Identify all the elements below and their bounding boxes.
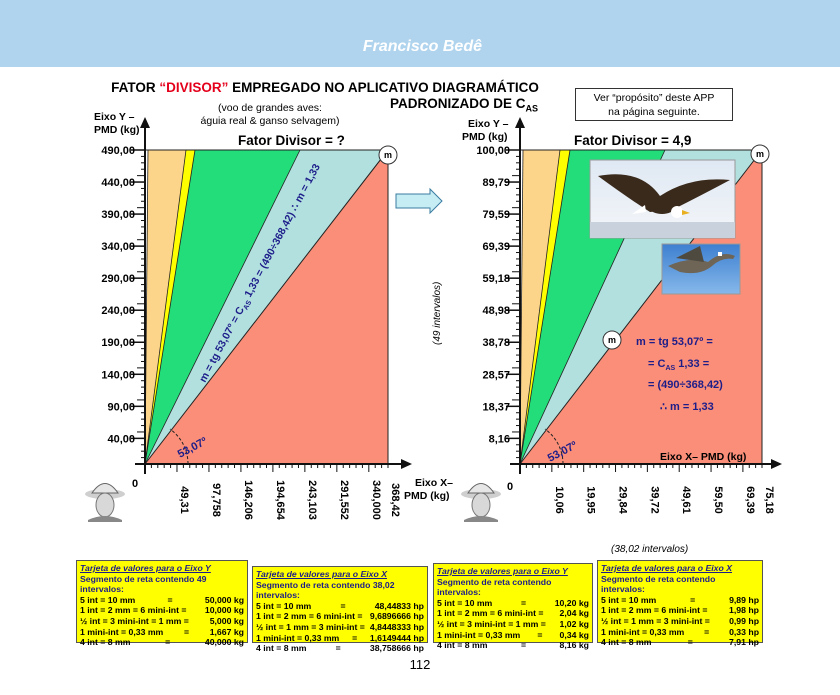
svg-text:= (490÷368,42): = (490÷368,42) [648,379,723,391]
right-x-tick-label: 10,06 [553,486,565,514]
left-x-tick-label: 97,758 [210,483,222,517]
svg-text:m: m [384,150,392,160]
avatar-right [461,483,501,522]
left-x-tick-label: 49,31 [178,486,190,514]
right-y-tick-label: 59,18 [482,273,510,285]
page-header: Francisco Bedê [0,0,840,67]
card-row: 4 int = 8 mm = 40,000 kg [80,637,244,648]
svg-text:m: m [756,149,764,159]
transition-arrow [395,187,443,215]
right-y-tick-label: 100,00 [476,145,510,157]
card-row: 1 mini-int = 0,33 mm = 0,33 hp [601,626,759,637]
note-box: Ver “propósito” deste APP na página segu… [575,88,733,121]
left-x-tick-label: 340,000 [370,480,382,520]
left-y-tick-label: 340,00 [101,241,135,253]
card-row: ½ int = 3 mini-int = 1 mm = 1,02 kg [437,618,589,629]
page-title: FATOR “DIVISOR” EMPREGADO NO APLICATIVO … [111,80,539,95]
subtitle: (voo de grandes aves: águia real & ganso… [200,102,340,127]
left-y-tick-label: 140,00 [101,369,135,381]
avatar-left [85,483,125,522]
left-m-badge [378,145,398,165]
card-right-y: Tarjeta de valores para o Eixo Y Segment… [433,563,593,650]
right-formula: m = tg 53,07º = = CAS 1,33 = = (490÷368,… [636,336,723,413]
right-x-tick-label: 19,95 [585,486,597,514]
right-y-tick-label: 48,98 [482,305,510,317]
card-row: 5 int = 10 mm = 10,20 kg [437,597,589,608]
right-y-tick-label: 38,78 [482,337,510,349]
right-y-axis-title: Eixo Y – [468,118,509,130]
left-x-tick-label: 146,206 [242,480,254,520]
svg-text:m: m [608,335,616,345]
right-x-tick-label: 39,72 [648,486,660,514]
svg-text:∴ m = 1,33: ∴ m = 1,33 [660,401,714,413]
left-chart [131,117,412,474]
card-left-x: Tarjeta de valores para o Eixo X Segment… [252,566,428,653]
left-origin: 0 [132,478,138,490]
title-highlight: “DIVISOR” [159,80,229,95]
page-number: 112 [409,657,431,672]
card-row: 4 int = 8 mm = 7,91 hp [601,637,759,648]
left-y-tick-label: 40,00 [107,433,135,445]
card-row: 1 mini-int = 0,33 mm = 1,667 kg [80,626,244,637]
card-row: 1 mini-int = 0,33 mm = 1,6149444 hp [256,632,424,643]
left-x-tick-label: 243,103 [306,480,318,520]
goose-photo [661,243,741,295]
eagle-photo [589,159,736,239]
left-y-tick-label: 490,00 [101,145,135,157]
left-y-tick-label: 440,00 [101,177,135,189]
card-row: 1 int = 2 mm = 6 mini-int = 10,000 kg [80,605,244,616]
right-y-tick-label: 89,79 [482,177,510,189]
card-row: 1 int = 2 mm = 6 mini-int = 1,98 hp [601,605,759,616]
card-row: 5 int = 10 mm = 48,44833 hp [256,600,424,611]
svg-text:PMD (kg): PMD (kg) [462,131,508,143]
card-row: 5 int = 10 mm = 9,89 hp [601,594,759,605]
right-m-badge [750,144,770,164]
left-y-axis-title: Eixo Y – [94,111,135,123]
left-x-tick-label: 291,552 [338,480,350,520]
right-x-tick-label: 29,84 [617,486,629,514]
right-x-tick-label: 49,61 [680,486,692,514]
left-y-tick-label: 390,00 [101,209,135,221]
right-x-tick-label: 75,18 [763,486,775,514]
card-row: 4 int = 8 mm = 38,758666 hp [256,643,424,654]
right-x-intervals: (38,02 intervalos) [611,544,688,555]
card-row: ½ int = 1 mm = 3 mini-int = 0,99 hp [601,615,759,626]
svg-text:= CAS 1,33 =: = CAS 1,33 = [648,358,709,372]
right-origin: 0 [507,481,513,493]
card-row: 1 mini-int = 0,33 mm = 0,34 kg [437,629,589,640]
title-line-2: PADRONIZADO DE CAS [390,96,539,114]
svg-text:PMD (kg): PMD (kg) [404,490,450,502]
card-row: 1 int = 2 mm = 6 mini-int = 2,04 kg [437,608,589,619]
right-y-tick-label: 8,16 [489,433,510,445]
right-x-tick-label: 69,39 [744,486,756,514]
author-name: Francisco Bedê [362,38,482,55]
card-row: 4 int = 8 mm = 8,16 kg [437,640,589,651]
card-row: ½ int = 1 mm = 3 mini-int = 4,8448333 hp [256,621,424,632]
card-left-y: Tarjeta de valores para o Eixo Y Segment… [76,560,248,647]
card-right-x: Tarjeta de valores para o Eixo X Segment… [597,560,763,647]
right-y-tick-label: 69,39 [482,241,510,253]
card-row: 5 int = 10 mm = 50,000 kg [80,594,244,605]
right-y-intervals: (49 intervalos) [432,282,443,345]
left-x-axis-title: Eixo X– [415,477,453,489]
right-x-axis-label: Eixo X– PMD (kg) [660,451,746,463]
left-y-tick-label: 240,00 [101,305,135,317]
right-y-tick-label: 28,57 [482,369,510,381]
right-m-badge-2 [602,330,622,350]
svg-text:PMD (kg): PMD (kg) [94,124,140,136]
svg-text:m = tg 53,07º =: m = tg 53,07º = [636,336,713,348]
right-x-tick-label: 59,50 [712,486,724,514]
left-x-tick-label: 368,42 [389,483,401,517]
left-y-tick-label: 290,00 [101,273,135,285]
left-y-tick-label: 90,00 [107,401,135,413]
right-factor-label: Fator Divisor = 4,9 [574,133,691,148]
left-factor-label: Fator Divisor = ? [238,133,345,148]
left-y-tick-label: 190,00 [101,337,135,349]
card-row: 1 int = 2 mm = 6 mini-int = 9,6896666 hp [256,611,424,622]
card-row: ½ int = 3 mini-int = 1 mm = 5,000 kg [80,615,244,626]
right-y-tick-label: 18,37 [482,401,510,413]
right-y-tick-label: 79,59 [482,209,510,221]
left-x-tick-label: 194,654 [274,480,286,521]
